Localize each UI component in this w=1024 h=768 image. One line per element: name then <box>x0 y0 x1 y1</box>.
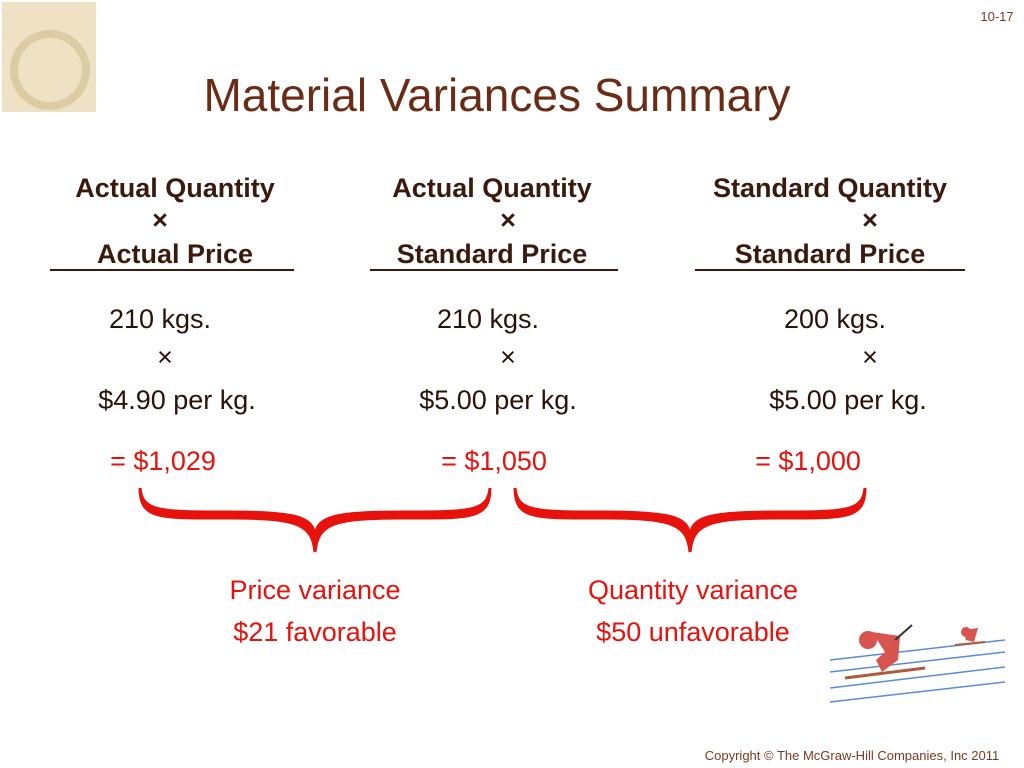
price: $5.00 per kg. <box>419 385 577 415</box>
total: = $1,050 <box>441 446 547 476</box>
quantity: 200 kgs. <box>783 304 887 334</box>
quantity: 210 kgs. <box>436 304 540 334</box>
times-sign: × <box>500 205 516 235</box>
col-header: Actual Quantity <box>392 173 592 203</box>
times-sign: × <box>862 342 878 372</box>
variance-amount: $50 unfavorable <box>596 617 790 647</box>
variance-label: Quantity variance <box>587 575 799 605</box>
col-header: Standard Price <box>396 239 588 269</box>
col-header: Actual Quantity <box>75 173 275 203</box>
ski-lines <box>829 639 1006 703</box>
brace <box>138 487 492 553</box>
copyright: Copyright © The McGraw-Hill Companies, I… <box>704 748 1000 763</box>
skier-icon <box>844 624 986 680</box>
corner-ring <box>10 30 90 110</box>
slide-title: Material Variances Summary <box>203 69 791 121</box>
total: = $1,029 <box>110 446 216 476</box>
brace <box>513 487 867 553</box>
variance-amount: $21 favorable <box>233 617 397 647</box>
times-sign: × <box>152 205 168 235</box>
times-sign: × <box>157 342 173 372</box>
total: = $1,000 <box>755 446 861 476</box>
variance-label: Price variance <box>229 575 401 605</box>
times-sign: × <box>500 342 516 372</box>
price: $5.00 per kg. <box>769 385 927 415</box>
col-header: Standard Price <box>734 239 926 269</box>
times-sign: × <box>862 205 878 235</box>
price: $4.90 per kg. <box>98 385 256 415</box>
col-header: Standard Quantity <box>712 173 948 203</box>
col-header: Actual Price <box>96 239 254 269</box>
slide-number: 10-17 <box>980 9 1014 24</box>
quantity: 210 kgs. <box>108 304 212 334</box>
